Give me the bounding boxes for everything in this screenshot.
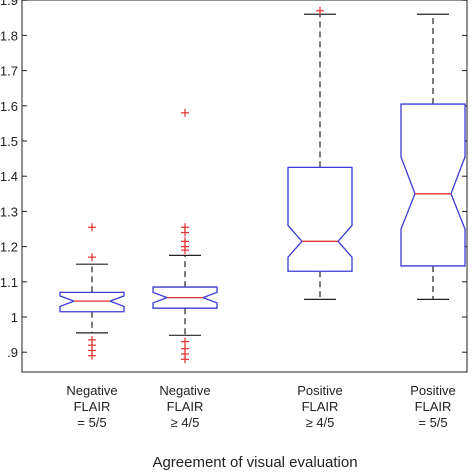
box-3 (287, 6, 353, 300)
box-series (59, 6, 466, 364)
y-tick-label: 1.9 (0, 0, 18, 8)
y-axis: .9 1 1.1 1.2 1.3 1.4 1.5 1.6 1.7 1.8 1.9 (0, 0, 467, 360)
y-tick-label: 1.1 (0, 275, 18, 290)
outlier-point (316, 6, 324, 15)
notched-box (287, 166, 353, 272)
x-category-label: Positive FLAIR ≥ 4/5 (297, 383, 343, 430)
outlier-point (88, 351, 96, 360)
y-tick-label: 1.5 (0, 134, 18, 149)
y-tick-label: 1.2 (0, 240, 18, 255)
outlier-point (88, 253, 96, 262)
y-tick-label: 1.8 (0, 28, 18, 43)
box-2 (152, 108, 218, 364)
box-4 (400, 13, 466, 300)
y-tick-label: 1.4 (0, 169, 18, 184)
y-tick-label: 1.3 (0, 204, 18, 219)
outlier-point (181, 337, 189, 346)
outlier-point (181, 223, 189, 232)
outlier-point (181, 355, 189, 364)
x-category-label: Negative FLAIR = 5/5 (66, 383, 117, 430)
notched-box (59, 291, 125, 313)
x-category-label: Positive FLAIR = 5/5 (410, 383, 456, 430)
outlier-point (181, 108, 189, 117)
y-tick-label: 1 (11, 310, 18, 325)
notched-box (400, 103, 466, 267)
x-category-labels: Negative FLAIR = 5/5 Negative FLAIR ≥ 4/5 Posi… (66, 383, 455, 430)
y-tick-label: 1.6 (0, 99, 18, 114)
box-1 (59, 223, 125, 360)
outlier-point (181, 237, 189, 246)
y-tick-label: 1.7 (0, 64, 18, 79)
x-axis-label: Agreement of visual evaluation (152, 454, 357, 471)
outlier-point (88, 223, 96, 232)
x-category-label: Negative FLAIR ≥ 4/5 (159, 383, 210, 430)
plot-frame (21, 0, 468, 373)
y-tick-label: .9 (7, 345, 18, 360)
